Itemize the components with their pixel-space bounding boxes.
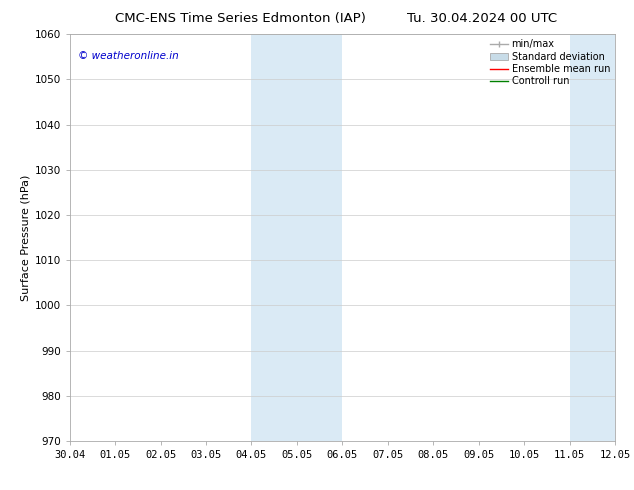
Legend: min/max, Standard deviation, Ensemble mean run, Controll run: min/max, Standard deviation, Ensemble me… — [488, 37, 612, 88]
Bar — [252, 34, 342, 441]
Text: © weatheronline.in: © weatheronline.in — [78, 50, 179, 61]
Y-axis label: Surface Pressure (hPa): Surface Pressure (hPa) — [20, 174, 30, 301]
Bar — [569, 34, 634, 441]
Text: Tu. 30.04.2024 00 UTC: Tu. 30.04.2024 00 UTC — [407, 12, 557, 25]
Text: CMC-ENS Time Series Edmonton (IAP): CMC-ENS Time Series Edmonton (IAP) — [115, 12, 366, 25]
